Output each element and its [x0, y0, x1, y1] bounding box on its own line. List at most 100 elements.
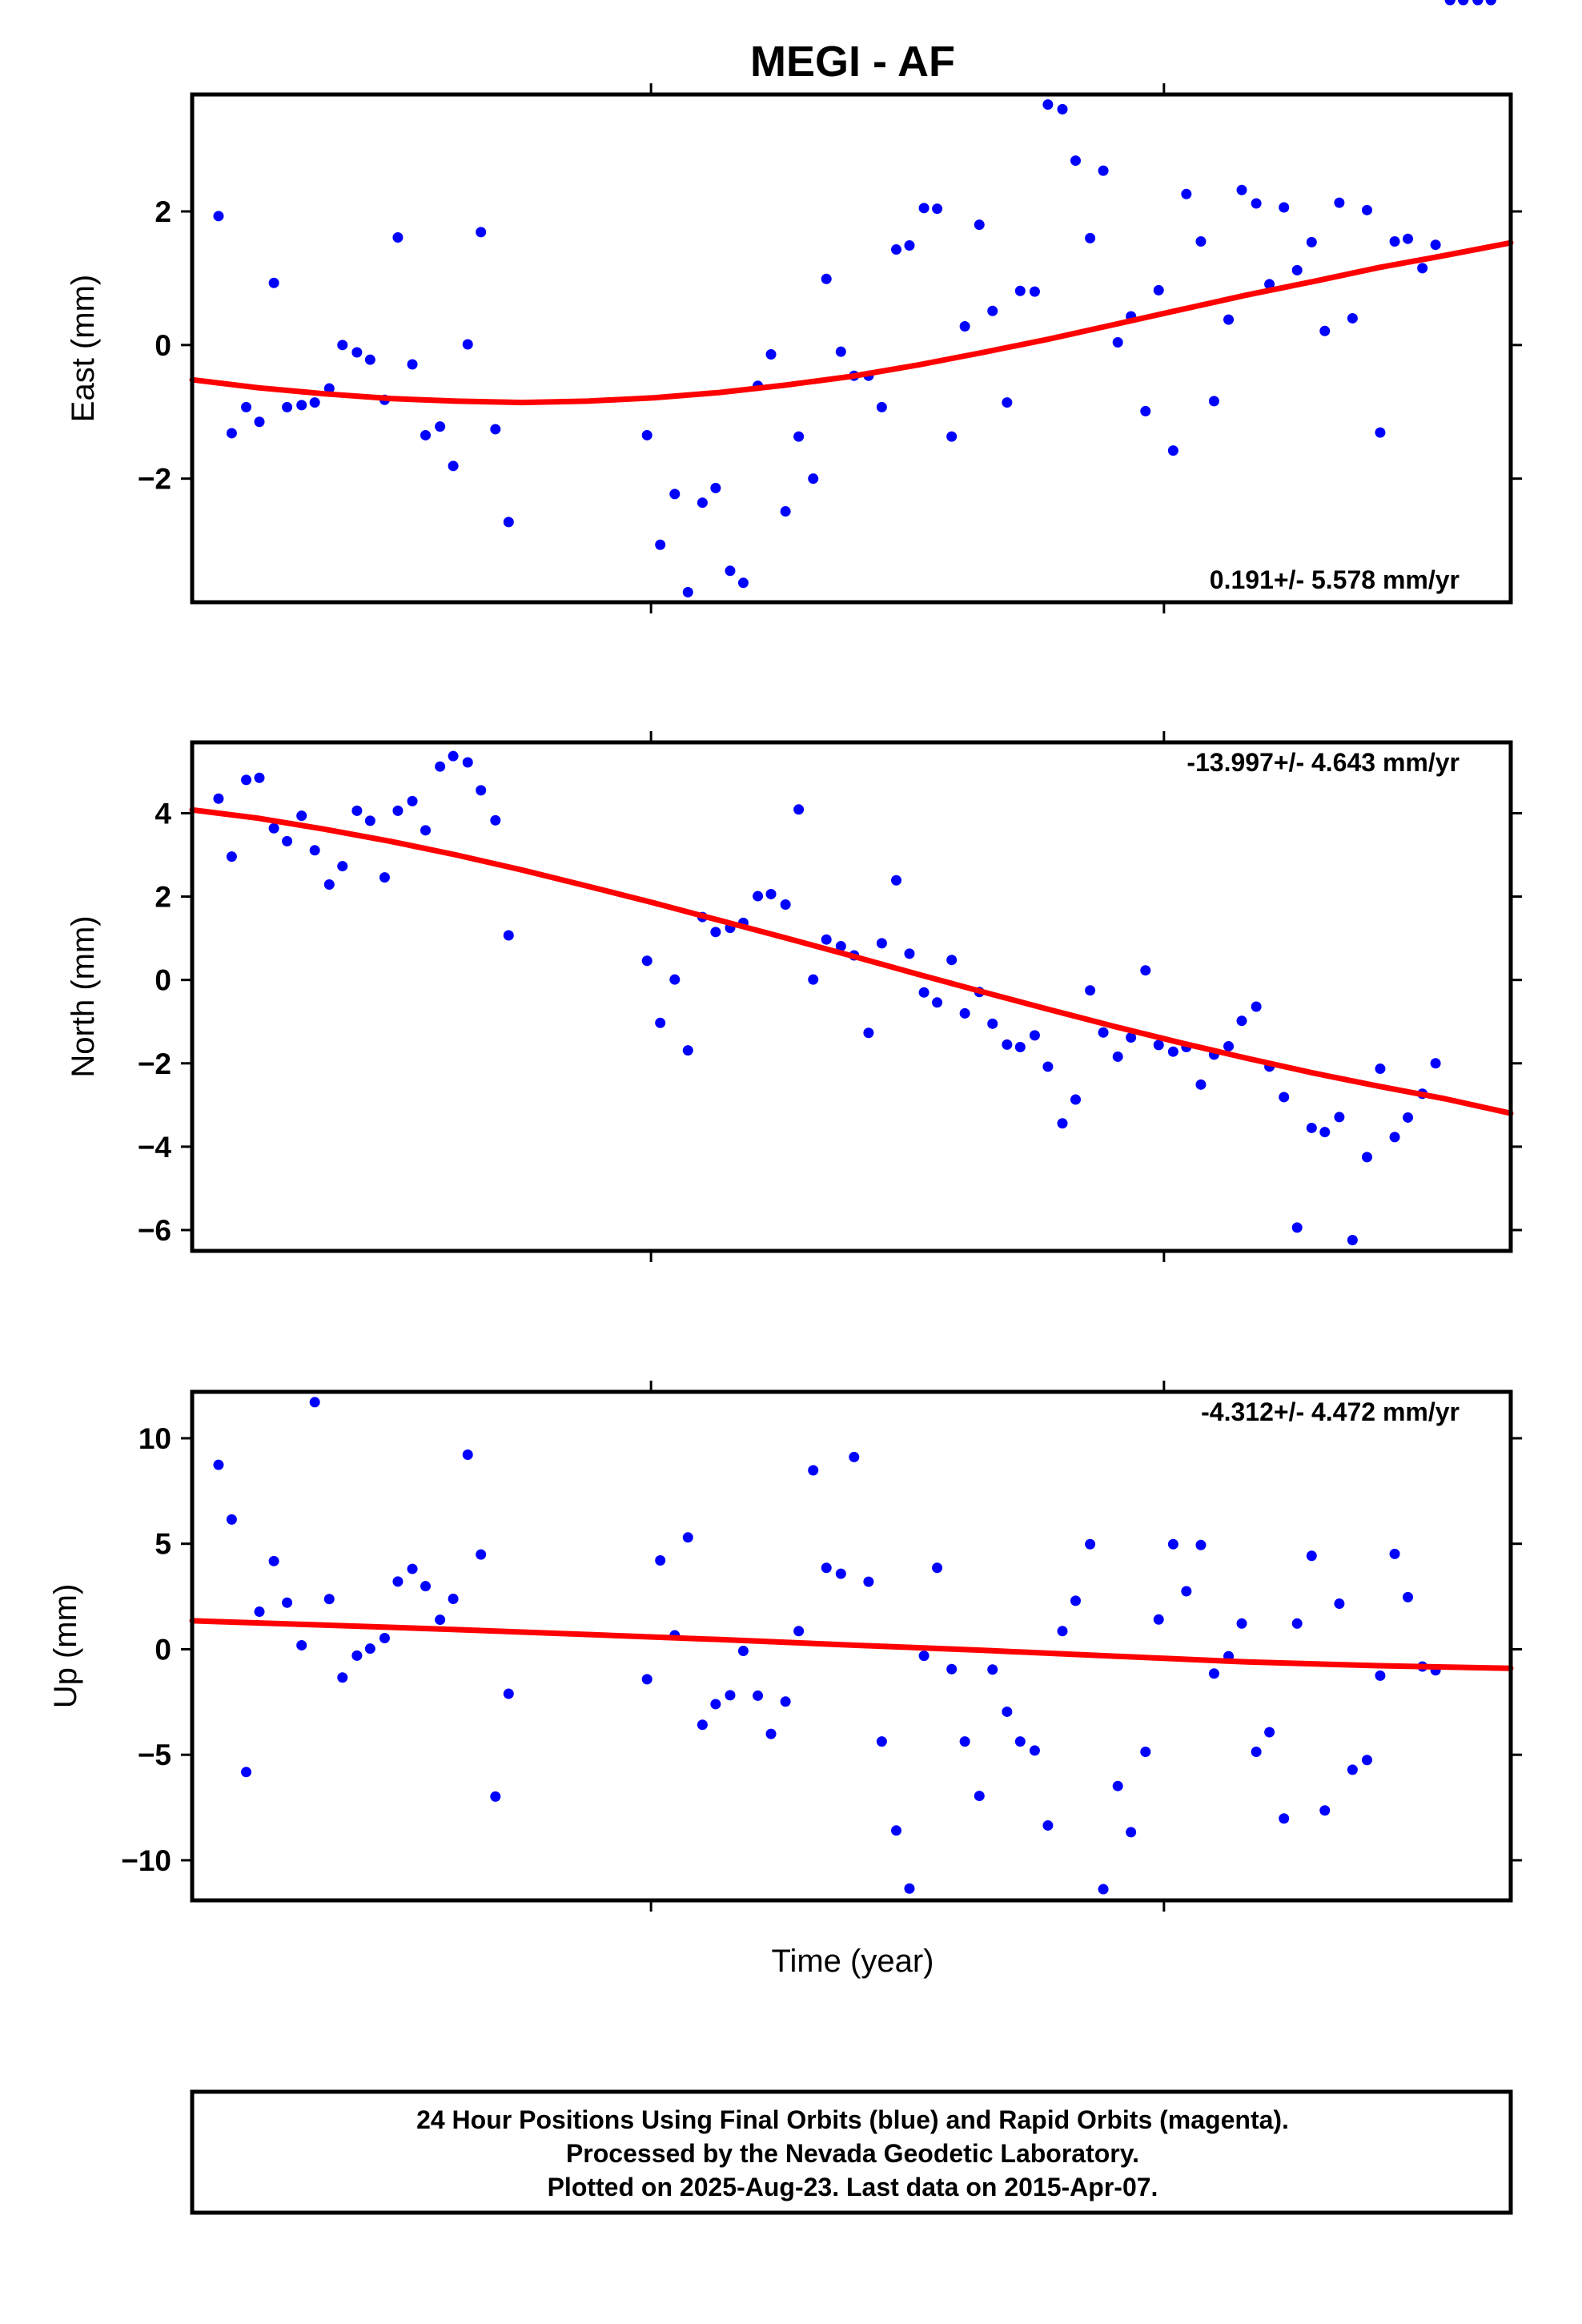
up-data-point	[296, 1639, 307, 1651]
east-data-point	[254, 416, 265, 428]
east-ytick-label: 0	[155, 329, 171, 362]
north-data-point	[1126, 1032, 1137, 1043]
footer-line-2: Processed by the Nevada Geodetic Laborat…	[566, 2139, 1139, 2168]
east-data-point	[946, 431, 958, 442]
up-data-point	[241, 1767, 252, 1778]
north-data-point	[282, 835, 293, 846]
east-data-point	[780, 506, 791, 517]
up-data-point	[974, 1791, 985, 1802]
north-data-point	[392, 805, 404, 816]
up-data-point	[337, 1672, 348, 1683]
up-data-point	[1070, 1595, 1081, 1606]
up-ytick-label: 10	[139, 1422, 171, 1455]
up-data-point	[753, 1690, 764, 1701]
east-data-point	[1085, 232, 1096, 243]
up-data-point	[213, 1459, 224, 1470]
north-data-point	[863, 1027, 874, 1039]
north-data-point	[753, 891, 764, 902]
north-data-point	[1002, 1039, 1013, 1050]
east-data-point	[1014, 285, 1026, 296]
east-data-point	[213, 211, 224, 222]
east-data-point	[918, 203, 930, 214]
east-data-point	[1029, 286, 1040, 297]
north-ytick-label: −4	[138, 1131, 172, 1164]
up-data-point	[1279, 1813, 1290, 1824]
north-data-point	[1403, 1112, 1414, 1123]
up-data-point	[793, 1626, 805, 1637]
north-data-point	[1042, 1061, 1054, 1072]
north-data-point	[503, 930, 514, 941]
up-data-point	[780, 1696, 791, 1707]
up-ytick-label: −5	[138, 1739, 171, 1771]
north-data-point	[1430, 1058, 1441, 1069]
north-data-point	[1014, 1041, 1026, 1052]
east-data-point	[1208, 396, 1219, 407]
east-data-point	[420, 429, 432, 440]
up-data-point	[1458, 0, 1469, 6]
east-data-point	[309, 397, 320, 408]
north-data-point	[1279, 1092, 1290, 1103]
east-data-point	[876, 401, 887, 412]
east-data-point	[1403, 233, 1414, 244]
east-data-point	[226, 428, 237, 439]
north-data-point	[1291, 1222, 1303, 1233]
north-data-point	[1029, 1030, 1040, 1041]
up-data-point	[1485, 0, 1496, 6]
east-data-point	[1306, 236, 1317, 247]
east-data-point	[282, 401, 293, 412]
up-data-point	[1264, 1727, 1275, 1738]
north-data-point	[765, 888, 777, 899]
north-data-point	[1070, 1094, 1081, 1105]
north-data-point	[821, 934, 832, 945]
north-data-point	[254, 772, 265, 783]
north-ytick-label: −2	[138, 1047, 171, 1080]
up-ytick-label: 5	[155, 1528, 171, 1561]
north-data-point	[1306, 1122, 1317, 1133]
up-data-point	[1167, 1538, 1178, 1550]
north-data-point	[876, 938, 887, 949]
east-data-point	[296, 400, 307, 411]
up-data-point	[1472, 0, 1484, 6]
east-data-point	[1361, 204, 1372, 215]
north-data-point	[226, 851, 237, 862]
east-data-point	[448, 460, 459, 472]
up-data-point	[1319, 1805, 1331, 1816]
east-data-point	[1042, 99, 1054, 111]
up-data-point	[765, 1728, 777, 1739]
north-data-point	[1319, 1127, 1331, 1138]
up-data-point	[890, 1825, 901, 1836]
up-data-point	[725, 1690, 736, 1701]
up-data-point	[1208, 1668, 1219, 1679]
north-data-point	[1167, 1046, 1178, 1057]
up-data-point	[863, 1576, 874, 1587]
up-data-point	[1153, 1614, 1164, 1625]
north-data-point	[890, 875, 901, 886]
east-data-point	[462, 339, 473, 350]
north-data-point	[1085, 985, 1096, 996]
north-data-point	[448, 750, 459, 762]
up-data-point	[309, 1397, 320, 1408]
east-data-point	[1002, 397, 1013, 408]
north-data-point	[710, 927, 721, 938]
north-data-point	[323, 879, 335, 890]
north-data-point	[1361, 1152, 1372, 1163]
east-data-point	[1279, 202, 1290, 213]
up-data-point	[490, 1791, 501, 1802]
north-data-point	[1375, 1063, 1386, 1075]
north-data-point	[959, 1007, 970, 1019]
up-data-point	[1002, 1706, 1013, 1717]
chart-title: MEGI - AF	[750, 38, 955, 86]
east-data-point	[932, 203, 943, 215]
north-data-point	[1223, 1040, 1235, 1051]
footer-box	[190, 2089, 1513, 2215]
up-data-point	[448, 1593, 459, 1604]
up-data-point	[1014, 1736, 1026, 1747]
east-data-point	[435, 421, 446, 432]
north-data-point	[351, 805, 363, 816]
north-data-point	[364, 815, 375, 826]
east-data-point	[1070, 155, 1081, 167]
east-data-point	[793, 431, 805, 442]
footer-line-3: Plotted on 2025-Aug-23. Last data on 201…	[548, 2173, 1158, 2201]
east-data-point	[808, 473, 819, 485]
north-y-axis-label: North (mm)	[66, 915, 101, 1077]
